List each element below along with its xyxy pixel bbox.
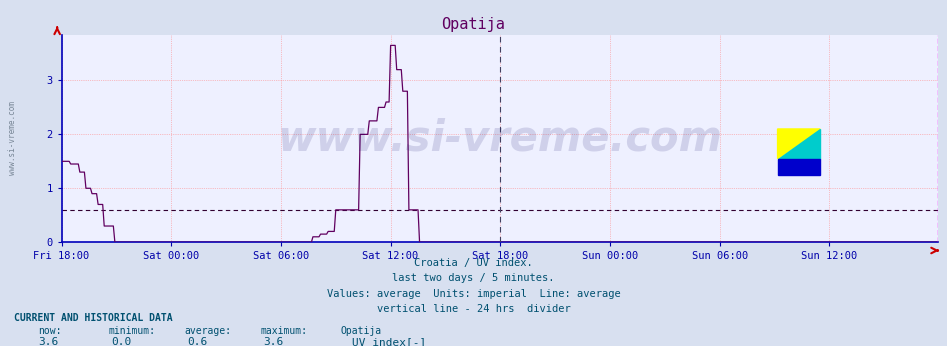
Text: UV index[-]: UV index[-] <box>352 337 426 346</box>
Text: www.si-vreme.com: www.si-vreme.com <box>277 117 722 160</box>
Text: CURRENT AND HISTORICAL DATA: CURRENT AND HISTORICAL DATA <box>14 313 173 323</box>
Text: Values: average  Units: imperial  Line: average: Values: average Units: imperial Line: av… <box>327 289 620 299</box>
Text: last two days / 5 minutes.: last two days / 5 minutes. <box>392 273 555 283</box>
Text: Croatia / UV index.: Croatia / UV index. <box>414 258 533 268</box>
Text: 0.0: 0.0 <box>112 337 132 346</box>
Polygon shape <box>777 158 820 175</box>
Text: vertical line - 24 hrs  divider: vertical line - 24 hrs divider <box>377 304 570 315</box>
Text: average:: average: <box>185 326 232 336</box>
Text: 3.6: 3.6 <box>38 337 58 346</box>
Text: 3.6: 3.6 <box>263 337 283 346</box>
Text: minimum:: minimum: <box>109 326 156 336</box>
Text: Opatija: Opatija <box>341 326 382 336</box>
Text: 0.6: 0.6 <box>188 337 207 346</box>
Polygon shape <box>777 129 820 158</box>
Polygon shape <box>777 129 820 158</box>
Text: Opatija: Opatija <box>441 17 506 32</box>
Text: now:: now: <box>38 326 62 336</box>
Text: maximum:: maximum: <box>260 326 308 336</box>
Text: www.si-vreme.com: www.si-vreme.com <box>8 101 17 175</box>
